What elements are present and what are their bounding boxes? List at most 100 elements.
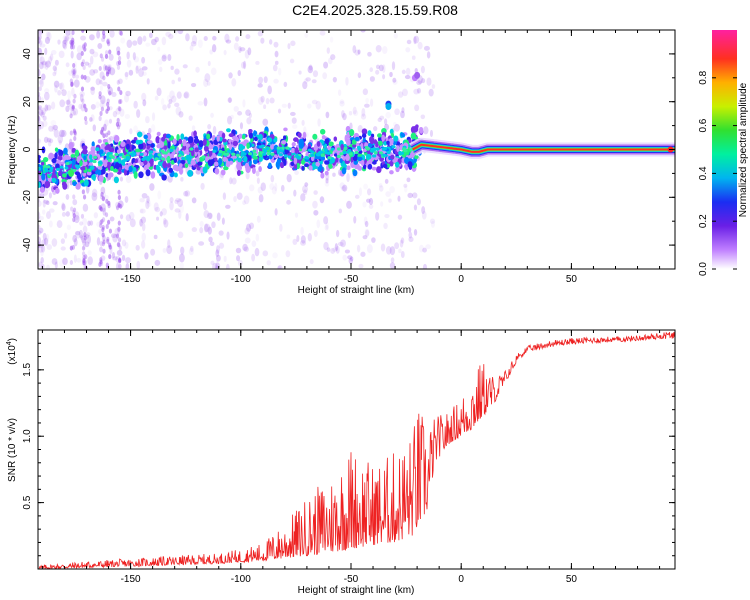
spectrogram-cell <box>182 139 187 145</box>
spectrogram-cell <box>77 182 81 189</box>
spectrogram-cell <box>198 142 204 146</box>
spectrogram-cell <box>203 201 208 211</box>
spectrogram-cell <box>45 200 50 206</box>
spectrogram-cell <box>187 136 194 144</box>
spectrogram-cell <box>99 103 103 108</box>
spectrogram-cell <box>222 192 227 200</box>
spectrogram-cell <box>272 252 278 259</box>
spectrogram-cell <box>54 59 59 66</box>
spectrogram-cell <box>195 169 202 175</box>
spectrogram-cell <box>38 227 44 234</box>
spectrogram-cell <box>140 216 147 224</box>
spectrogram-cell <box>165 133 172 139</box>
spectrogram-cell <box>108 148 114 153</box>
spectrogram-cell <box>416 87 421 94</box>
spectrogram-cell <box>271 186 277 195</box>
spectrogram-cell <box>251 240 257 248</box>
spectrogram-cell <box>379 185 384 192</box>
spectrogram-cell <box>293 189 297 197</box>
spectrogram-cell <box>202 138 207 147</box>
spectrogram-cell <box>394 108 400 116</box>
spectrogram-cell <box>190 148 195 157</box>
spectrogram-cell <box>177 198 184 208</box>
spectrogram-cell <box>149 183 155 191</box>
spectrogram-cell <box>281 103 287 108</box>
spectrogram-cell <box>352 45 357 54</box>
spectrogram-cell <box>72 234 77 243</box>
spectrogram-cell <box>54 66 58 75</box>
spectrogram-cell <box>44 91 50 101</box>
spectrogram-cell <box>256 215 261 223</box>
spectrogram-cell <box>375 64 380 70</box>
spectrogram-cell <box>175 197 182 203</box>
spectrogram-cell <box>203 223 209 233</box>
spectrogram-cell <box>129 128 133 135</box>
spectrogram-cell <box>51 101 56 110</box>
spectrogram-cell <box>81 98 85 104</box>
spectrogram-cell <box>69 180 73 186</box>
spectrogram-cell <box>49 53 54 61</box>
snr-y-tick-label: 1.5 <box>22 362 33 376</box>
spectrogram-cell <box>82 244 86 250</box>
spectrogram-cell <box>108 244 112 250</box>
spectrogram-cell <box>363 183 369 190</box>
spectrogram-cell <box>312 200 318 209</box>
spectrogram-cell <box>102 133 106 139</box>
spectrogram-cell <box>146 195 150 204</box>
spectrogram-cell <box>69 130 73 136</box>
spectrogram-cell <box>84 61 90 66</box>
spectrogram-cell <box>403 149 408 153</box>
spectrogram-cell <box>65 193 70 200</box>
spectrogram-cell <box>80 74 84 80</box>
spectrogram-track <box>412 143 675 153</box>
spectrogram-cell <box>101 37 105 42</box>
spectrogram-cell <box>62 42 68 50</box>
spectrogram-cell <box>87 63 92 68</box>
spectrogram-cell <box>211 44 217 53</box>
spectrogram-cell <box>146 133 152 141</box>
spectrogram-cell <box>64 166 69 170</box>
spectrogram-y-axis: -40 -20 0 20 40 <box>22 29 675 270</box>
spectrogram-cell <box>82 65 86 71</box>
spectrogram-cell <box>325 178 329 184</box>
spectrogram-cell <box>141 56 146 64</box>
spectrogram-cell <box>253 136 258 142</box>
spectrogram-cell <box>243 195 250 205</box>
spectrogram-cell <box>417 41 423 50</box>
spectrogram-cell <box>90 86 95 91</box>
spectrogram-cell <box>308 165 313 171</box>
spectrogram-cell <box>54 152 58 160</box>
spectrogram-cell <box>112 168 119 173</box>
spectrogram-cell <box>154 259 161 266</box>
spectrogram-cell <box>216 245 220 254</box>
spectrogram-cell <box>195 66 200 73</box>
spectrogram-x-tick-label: -50 <box>344 274 359 285</box>
spectrogram-cell <box>307 148 312 152</box>
spectrogram-cell <box>54 85 58 93</box>
spectrogram-cell <box>92 69 99 74</box>
spectrogram-cell <box>354 49 360 56</box>
spectrogram-cell <box>257 30 264 37</box>
spectrogram-cell <box>383 141 388 146</box>
spectrogram-cell <box>245 109 251 116</box>
spectrogram-cell <box>142 35 147 42</box>
spectrogram-cell <box>52 71 57 77</box>
spectrogram-cell <box>315 100 321 110</box>
spectrogram-cell <box>99 149 104 155</box>
spectrogram-cell <box>262 118 269 126</box>
spectrogram-cell <box>289 58 295 64</box>
spectrogram-cell <box>353 160 359 165</box>
spectrogram-cell <box>89 48 95 55</box>
spectrogram-cell <box>367 51 372 57</box>
spectrogram-cell <box>366 244 373 254</box>
spectrogram-cell <box>149 150 154 154</box>
spectrogram-cell <box>104 145 109 151</box>
spectrogram-cell <box>326 247 331 252</box>
spectrogram-cell <box>302 185 308 194</box>
spectrogram-cell <box>65 161 70 166</box>
spectrogram-cell <box>302 146 306 153</box>
spectrogram-cell <box>38 158 41 164</box>
spectrogram-cell <box>98 174 104 182</box>
spectrogram-cell <box>223 152 228 156</box>
spectrogram-cell <box>169 90 175 100</box>
